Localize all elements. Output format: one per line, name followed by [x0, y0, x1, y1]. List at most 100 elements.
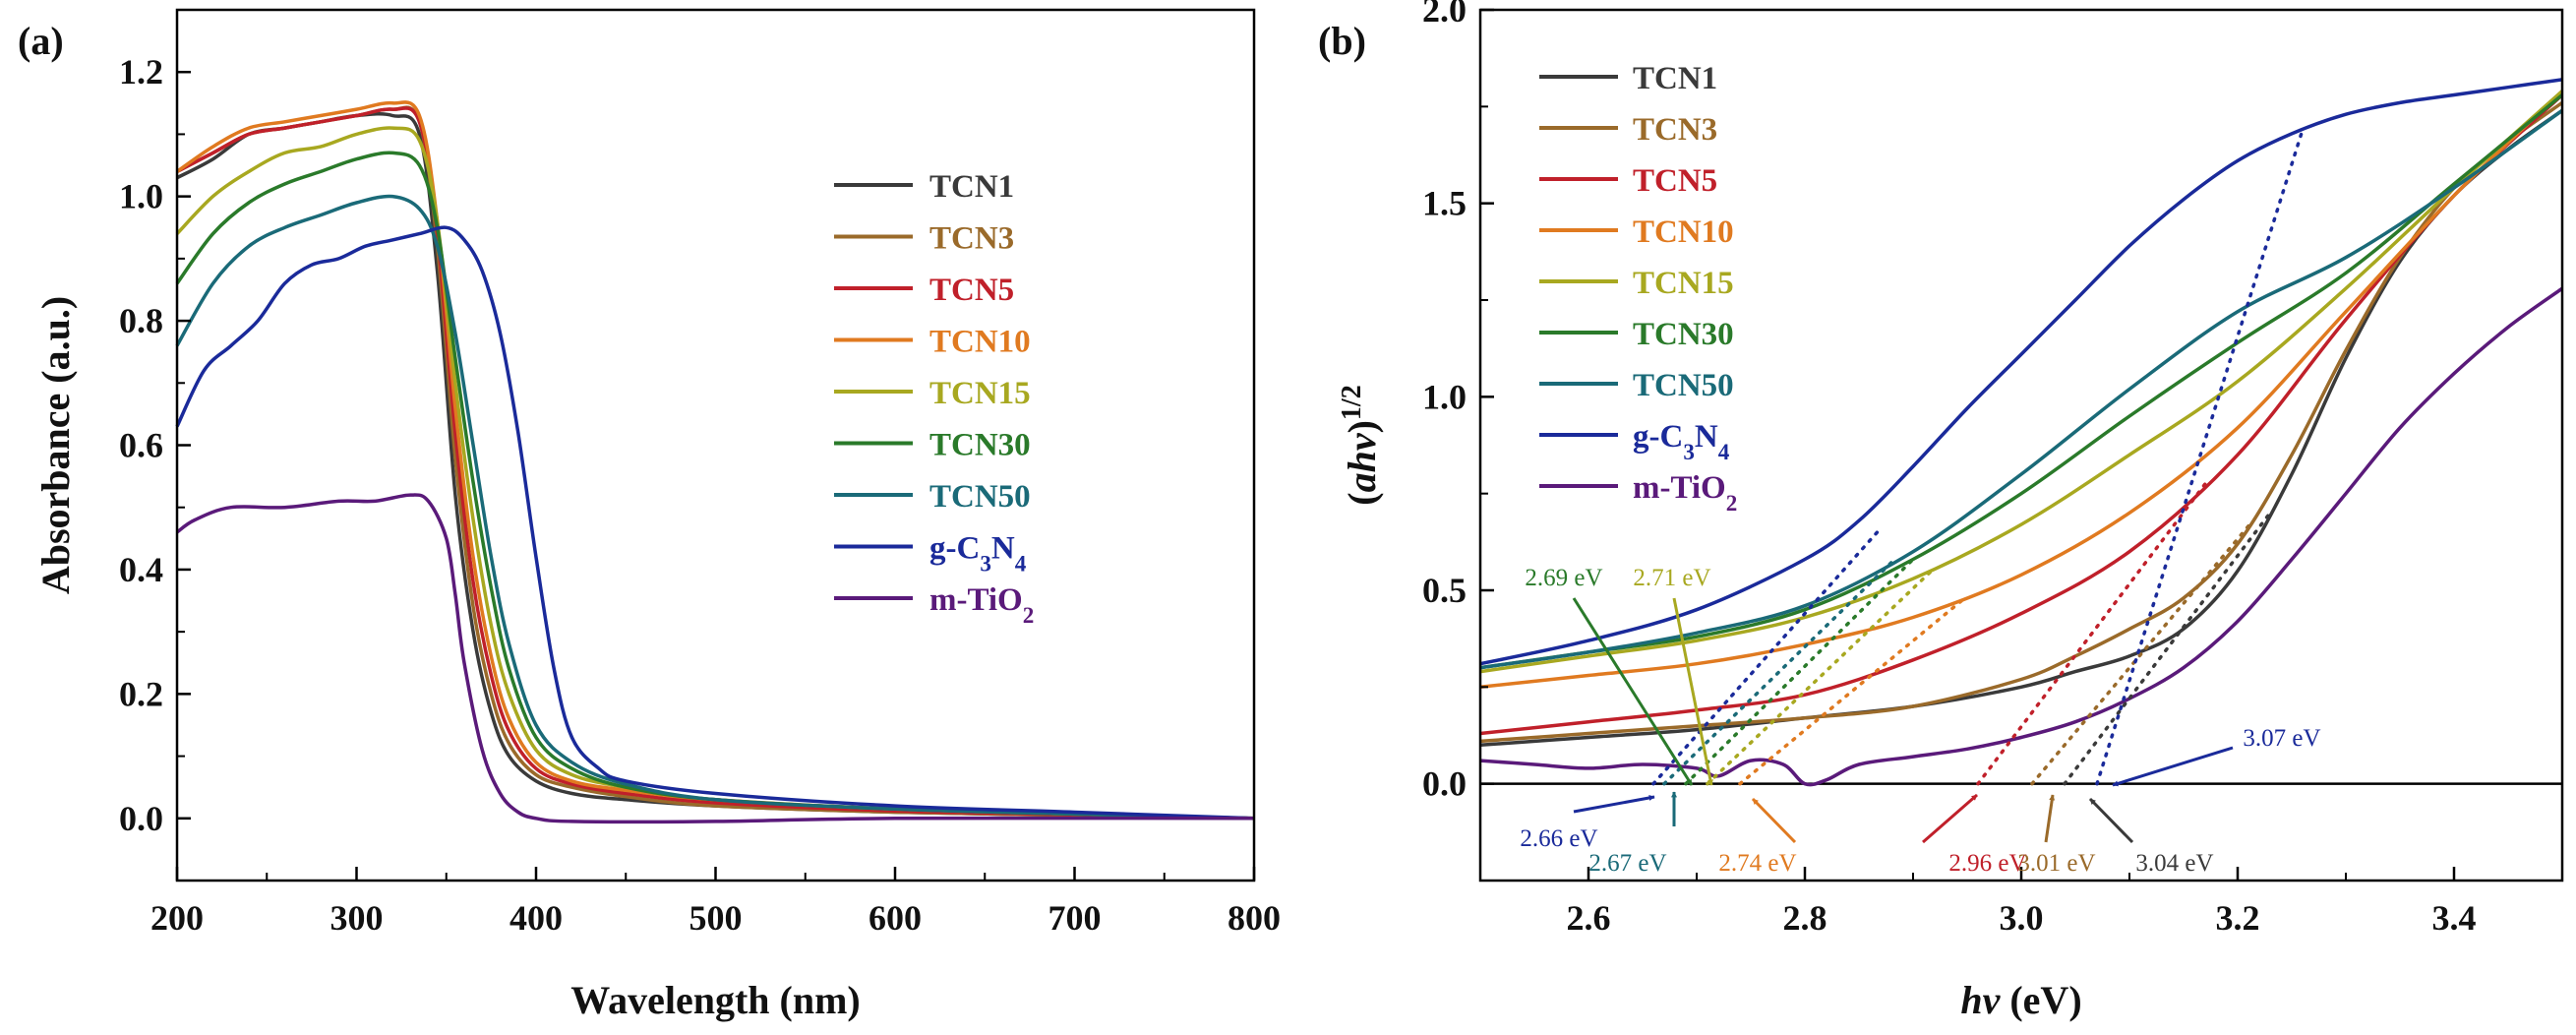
- y-tick-label: 2.0: [1422, 0, 1467, 30]
- label-run: 4: [1718, 439, 1730, 464]
- y-axis-label: (ahv)1/2: [1337, 385, 1385, 505]
- y-tick-label: 0.0: [1422, 764, 1467, 804]
- bandgap-label: 2.96 eV: [1948, 850, 2026, 877]
- x-tick-label: 3.2: [2216, 898, 2260, 938]
- bandgap-label: 2.67 eV: [1588, 850, 1666, 877]
- label-run: TCN15: [1633, 266, 1734, 301]
- label-run: TCN5: [929, 273, 1014, 308]
- x-tick-label: 400: [509, 898, 563, 938]
- label-run: 3: [1683, 439, 1695, 464]
- tangent-line: [1662, 560, 1893, 786]
- series-line-m-tio2: [1480, 286, 2562, 787]
- y-tick-label: 1.0: [119, 177, 163, 216]
- tangent-line: [1651, 526, 1883, 786]
- x-tick-label: 800: [1228, 898, 1281, 938]
- label-run: TCN3: [1633, 112, 1717, 148]
- panel-label: (a): [18, 19, 64, 63]
- y-tick-label: 0.6: [119, 426, 163, 465]
- label-run: 2: [1726, 490, 1738, 516]
- series-line-tcn30: [175, 151, 1255, 821]
- series-line-tcn3: [176, 105, 1255, 821]
- label-run: TCN10: [929, 325, 1031, 360]
- bandgap-label: 3.07 eV: [2243, 725, 2320, 752]
- x-tick-label: 3.4: [2432, 898, 2477, 938]
- panel-a: (a) 200 300 400 500 600 700 800 0.0 0.2 0.4 0.6 0.8 1…: [18, 8, 1281, 1022]
- series-line-m-tio2: [175, 493, 1255, 824]
- legend-label: TCN3: [929, 221, 1014, 257]
- label-run: 4: [1015, 551, 1027, 577]
- series-line-tcn5: [176, 106, 1255, 821]
- label-run: m-TiO: [1633, 470, 1726, 506]
- x-tick-label: 200: [150, 898, 204, 938]
- y-axis-label-exponent: 1/2: [1337, 385, 1367, 420]
- legend-label: TCN15: [1633, 266, 1734, 301]
- label-run: TCN30: [929, 428, 1031, 463]
- bandgap-arrow: [1751, 797, 1797, 844]
- y-tick-label: 1.2: [119, 52, 163, 91]
- tangent-line: [1706, 566, 1937, 786]
- bandgap-label: 2.69 eV: [1525, 565, 1602, 591]
- series-line-tcn1: [176, 112, 1255, 821]
- bandgap-arrow: [2088, 797, 2134, 844]
- bandgap-arrow: [1672, 597, 1713, 786]
- legend-label: TCN50: [1633, 368, 1734, 403]
- bandgap-label: 2.66 eV: [1520, 825, 1597, 852]
- legend-label: TCN15: [929, 376, 1031, 411]
- label-run: N: [991, 531, 1015, 567]
- label-run: g-C: [929, 531, 980, 567]
- x-tick-label: 500: [689, 898, 743, 938]
- legend-label: TCN10: [1633, 214, 1734, 250]
- y-tick-label: 0.4: [119, 550, 163, 589]
- series-line-tcn15: [175, 126, 1255, 821]
- legend-label: g-C3N4: [929, 531, 1027, 577]
- panel-b: (b) 2.6 2.8 3.0 3.2 3.4 0.0 0.5 1.0 1.5 2.0 hv (eV)…: [1318, 0, 2564, 1022]
- y-tick-label: 0.8: [119, 301, 163, 340]
- x-tick-label: 600: [869, 898, 922, 938]
- legend-label: TCN30: [1633, 317, 1734, 352]
- bandgap-label: 3.04 eV: [2135, 850, 2213, 877]
- legend-label: g-C3N4: [1633, 419, 1730, 464]
- tangent-line: [1738, 594, 1969, 786]
- bandgap-label: 2.71 eV: [1633, 565, 1710, 591]
- x-axis-label: hv (eV): [1960, 978, 2081, 1022]
- bandgap-arrow: [1922, 793, 1978, 844]
- legend-label: TCN30: [929, 428, 1031, 463]
- series-line-g-c3n4: [1480, 78, 2562, 666]
- panel-label: (b): [1318, 19, 1366, 63]
- label-run: m-TiO: [929, 582, 1023, 618]
- bandgap-arrow: [1572, 597, 1694, 786]
- bandgap-arrow: [1573, 795, 1655, 814]
- legend-label: TCN5: [1633, 163, 1717, 199]
- label-run: hv: [1960, 978, 2001, 1022]
- label-run: TCN10: [1633, 214, 1734, 250]
- bandgap-arrow: [2112, 746, 2234, 787]
- tangent-line: [1684, 557, 1915, 786]
- legend-label: m-TiO2: [929, 582, 1034, 628]
- tangent-line: [2095, 128, 2305, 786]
- label-run: g-C: [1633, 419, 1683, 455]
- legend-label: TCN1: [929, 169, 1014, 205]
- x-tick-label: 700: [1048, 898, 1102, 938]
- label-run: 2: [1023, 602, 1035, 628]
- tangent-line: [2030, 523, 2250, 786]
- series-line-tcn15: [1480, 90, 2562, 674]
- label-run: TCN1: [929, 169, 1014, 205]
- y-tick-label: 0.2: [119, 674, 163, 713]
- y-tick-label: 0.5: [1422, 571, 1467, 610]
- y-tick-label: 1.0: [1422, 377, 1467, 416]
- legend-label: TCN5: [929, 273, 1014, 308]
- legend-label: TCN3: [1633, 112, 1717, 148]
- x-tick-label: 3.0: [2000, 898, 2044, 938]
- series-line-tcn5: [1480, 93, 2562, 736]
- bandgap-label: 3.01 eV: [2017, 850, 2095, 877]
- bandgap-arrow: [2044, 794, 2056, 843]
- label-run: 3: [980, 551, 991, 577]
- series-line-g-c3n4: [175, 225, 1255, 821]
- plot-area: [1480, 78, 2562, 787]
- y-tick-label: 1.5: [1422, 184, 1467, 223]
- x-tick-label: 2.8: [1783, 898, 1827, 938]
- legend-label: TCN10: [929, 325, 1031, 360]
- y-tick-label: 0.0: [119, 799, 163, 838]
- x-tick-label: 2.6: [1567, 898, 1611, 938]
